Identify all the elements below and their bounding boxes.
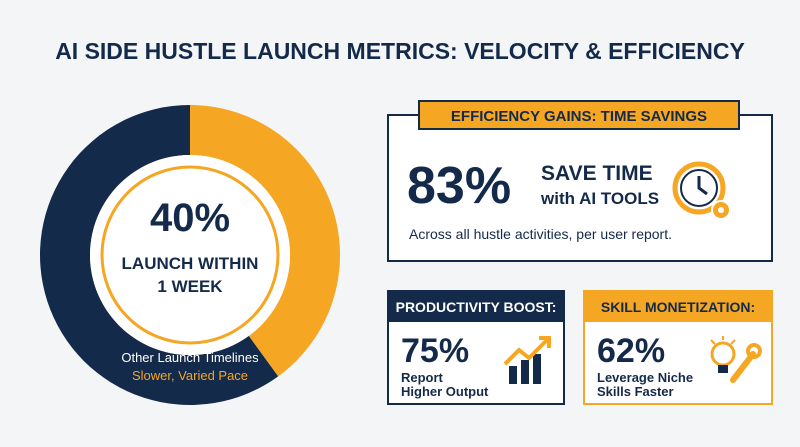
donut-hole [90,155,290,355]
center-label: LAUNCH WITHIN 1 WEEK [121,254,259,296]
stat-label: Skills Faster [597,384,674,399]
donut-segment [190,105,340,377]
stat-label: Leverage Niche [597,370,694,385]
skill-card: SKILL MONETIZATION: 62% Leverage Niche S… [583,290,773,405]
growth-icon [503,336,551,384]
card-heading: SKILL MONETIZATION: [585,292,771,322]
stat: 75% [401,332,470,370]
donut-chart [39,105,340,405]
clock-icon [672,161,731,220]
segment-label: Other Launch Timelines [121,350,259,365]
stat-label: with AI TOOLS [541,189,660,208]
inner-ring [100,165,280,345]
productivity-card: PRODUCTIVITY BOOST: 75% Report Higher Ou… [387,290,565,405]
stat: 83% [407,157,512,215]
note: Across all hustle activities, per user r… [409,226,672,242]
stat-label: Higher Output [401,384,489,399]
center-value: 40% [149,196,231,240]
stat-label: Report [401,370,443,385]
page-title: AI SIDE HUSTLE LAUNCH METRICS: VELOCITY … [55,38,745,64]
skill-icon [710,336,762,383]
segment-note: Slower, Varied Pace [131,368,249,383]
efficiency-card: 83% SAVE TIME with AI TOOLS Across all h… [387,114,773,262]
donut-segment [39,105,279,405]
stat: 62% [597,332,666,370]
stat-label: SAVE TIME [541,162,653,185]
card-heading: PRODUCTIVITY BOOST: [389,292,563,322]
card-heading: EFFICIENCY GAINS: TIME SAVINGS [418,100,740,130]
